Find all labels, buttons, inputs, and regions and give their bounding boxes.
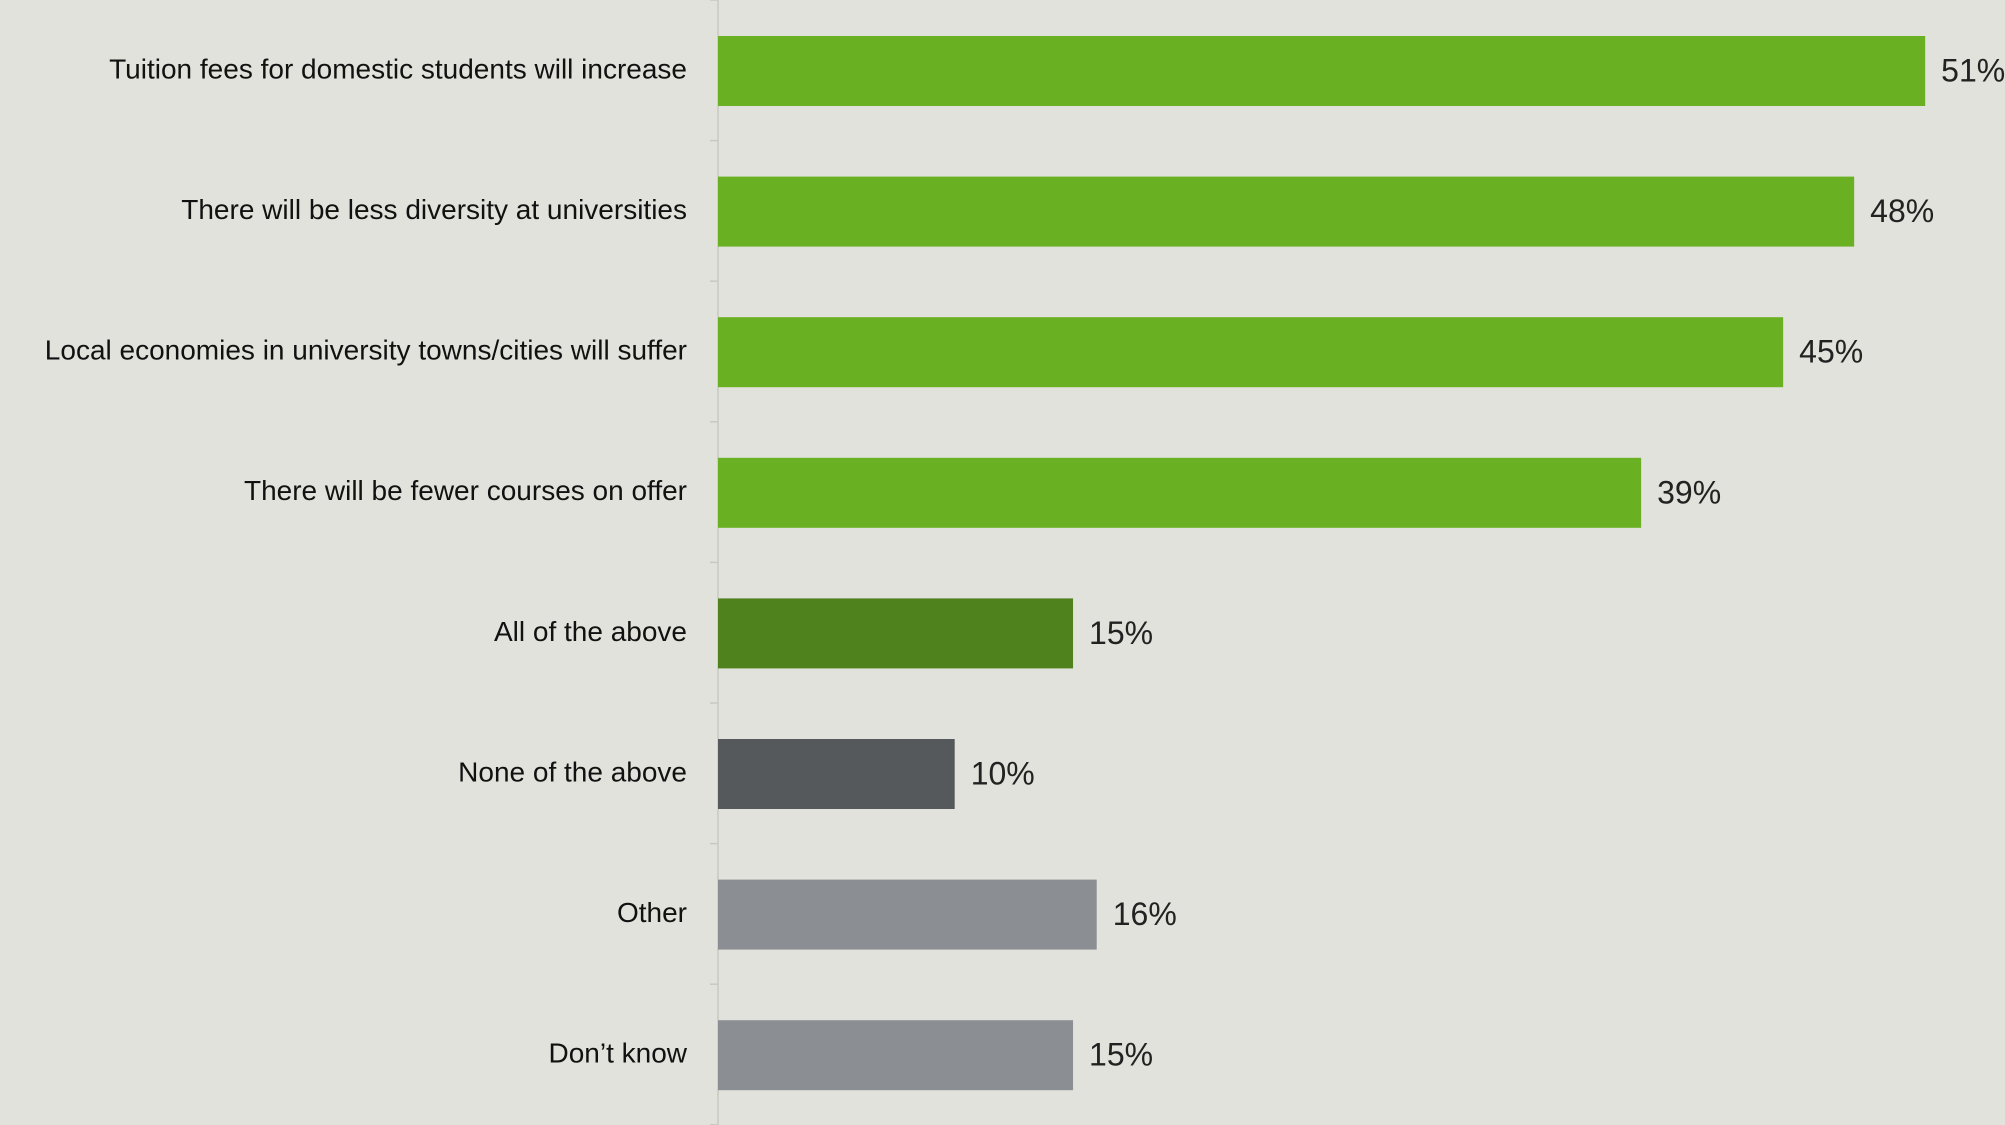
value-labels: 51% 48% 45% 39% 15% 10% 16% 15% (971, 52, 2005, 1072)
value-label: 48% (1870, 193, 1934, 229)
value-label: 51% (1941, 52, 2005, 88)
category-label: All of the above (494, 616, 687, 647)
bar (718, 1020, 1074, 1091)
bar (718, 317, 1784, 388)
bar (718, 457, 1642, 528)
bar (718, 176, 1855, 247)
bar (718, 598, 1074, 669)
bar (718, 739, 955, 809)
value-label: 10% (971, 755, 1035, 791)
bar (718, 879, 1097, 950)
category-labels: Tuition fees for domestic students will … (45, 53, 688, 1068)
category-label: There will be less diversity at universi… (181, 194, 687, 225)
category-label: Don’t know (548, 1038, 687, 1069)
value-label: 15% (1089, 615, 1153, 651)
value-label: 39% (1657, 474, 1721, 510)
value-label: 15% (1089, 1037, 1153, 1073)
category-label: Local economies in university towns/citi… (45, 335, 687, 366)
category-label: Tuition fees for domestic students will … (109, 53, 687, 84)
category-label: None of the above (458, 756, 687, 787)
category-label: Other (617, 897, 687, 928)
value-label: 45% (1799, 334, 1863, 370)
value-label: 16% (1113, 896, 1177, 932)
bar (718, 36, 1926, 106)
bars (718, 36, 1926, 1091)
axis-ticks (710, 0, 718, 1125)
category-label: There will be fewer courses on offer (244, 475, 687, 506)
